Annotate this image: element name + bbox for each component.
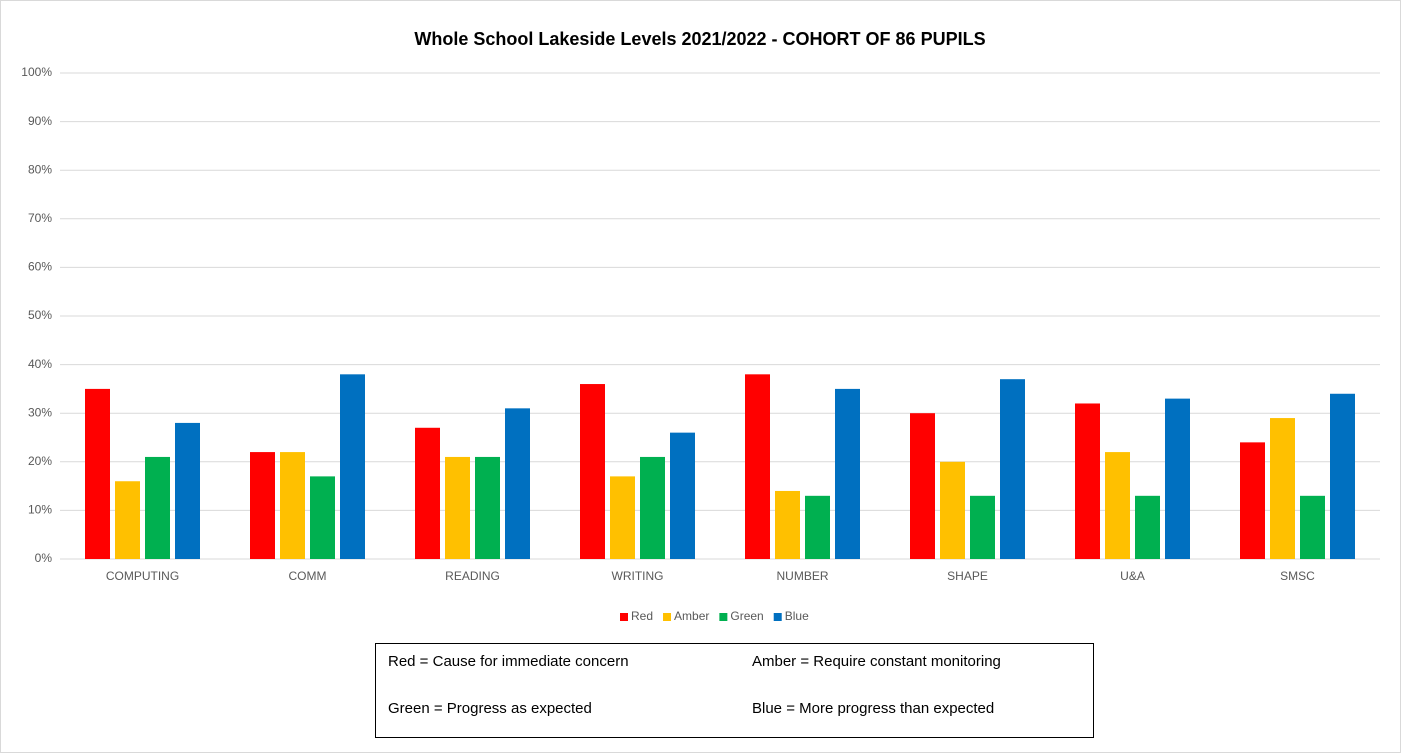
legend-label: Blue — [785, 609, 809, 623]
y-tick-label: 20% — [28, 454, 52, 468]
chart-title: Whole School Lakeside Levels 2021/2022 -… — [414, 29, 985, 49]
key-text: Green = Progress as expected — [388, 700, 592, 717]
bar — [175, 422, 200, 559]
x-tick-label: SHAPE — [947, 569, 988, 583]
y-tick-label: 100% — [21, 65, 52, 79]
x-tick-label: SMSC — [1280, 569, 1315, 583]
y-tick-label: 30% — [28, 405, 52, 419]
key-text: Amber = Require constant monitoring — [752, 653, 1001, 670]
x-tick-label: COMPUTING — [106, 569, 179, 583]
key-text: Red = Cause for immediate concern — [388, 653, 629, 670]
bar — [1300, 495, 1325, 559]
x-tick-label: READING — [445, 569, 500, 583]
y-tick-label: 60% — [28, 260, 52, 274]
bar — [1105, 452, 1130, 559]
bar — [910, 413, 935, 559]
bar — [115, 481, 140, 559]
bar — [610, 476, 635, 559]
bar — [505, 408, 530, 559]
y-tick-label: 70% — [28, 211, 52, 225]
bar — [1165, 398, 1190, 559]
x-tick-label: U&A — [1120, 569, 1145, 583]
y-tick-label: 0% — [35, 551, 53, 565]
key-text: Blue = More progress than expected — [752, 700, 994, 717]
bar — [85, 388, 110, 559]
legend-label: Red — [631, 609, 653, 623]
x-tick-label: NUMBER — [776, 569, 828, 583]
bar — [1000, 379, 1025, 559]
y-tick-label: 80% — [28, 162, 52, 176]
bar — [670, 432, 695, 559]
y-tick-label: 10% — [28, 503, 52, 517]
bar — [1240, 442, 1265, 559]
y-tick-label: 50% — [28, 308, 52, 322]
bar — [445, 456, 470, 559]
y-tick-label: 90% — [28, 114, 52, 128]
bar — [1330, 393, 1355, 559]
bar — [745, 374, 770, 559]
legend-swatch — [663, 613, 672, 621]
bar — [415, 427, 440, 559]
bar — [1270, 418, 1295, 559]
key-box — [375, 643, 1094, 738]
bar — [340, 374, 365, 559]
bar — [310, 476, 335, 559]
legend-swatch — [773, 613, 782, 621]
x-tick-label: WRITING — [612, 569, 664, 583]
bar — [1135, 495, 1160, 559]
bar — [280, 452, 305, 559]
bar — [775, 490, 800, 559]
legend-swatch — [620, 613, 628, 621]
x-tick-label: COMM — [289, 569, 327, 583]
bar — [250, 452, 275, 559]
bar — [580, 384, 605, 559]
bar — [475, 456, 500, 559]
bar — [1075, 403, 1100, 559]
bar — [640, 456, 665, 559]
legend-swatch — [719, 613, 728, 621]
legend-label: Amber — [674, 609, 709, 623]
y-tick-label: 40% — [28, 357, 52, 371]
legend-label: Green — [730, 609, 763, 623]
bar — [145, 456, 170, 559]
bar — [940, 461, 965, 559]
bar — [835, 388, 860, 559]
bar — [970, 495, 995, 559]
bar — [805, 495, 830, 559]
